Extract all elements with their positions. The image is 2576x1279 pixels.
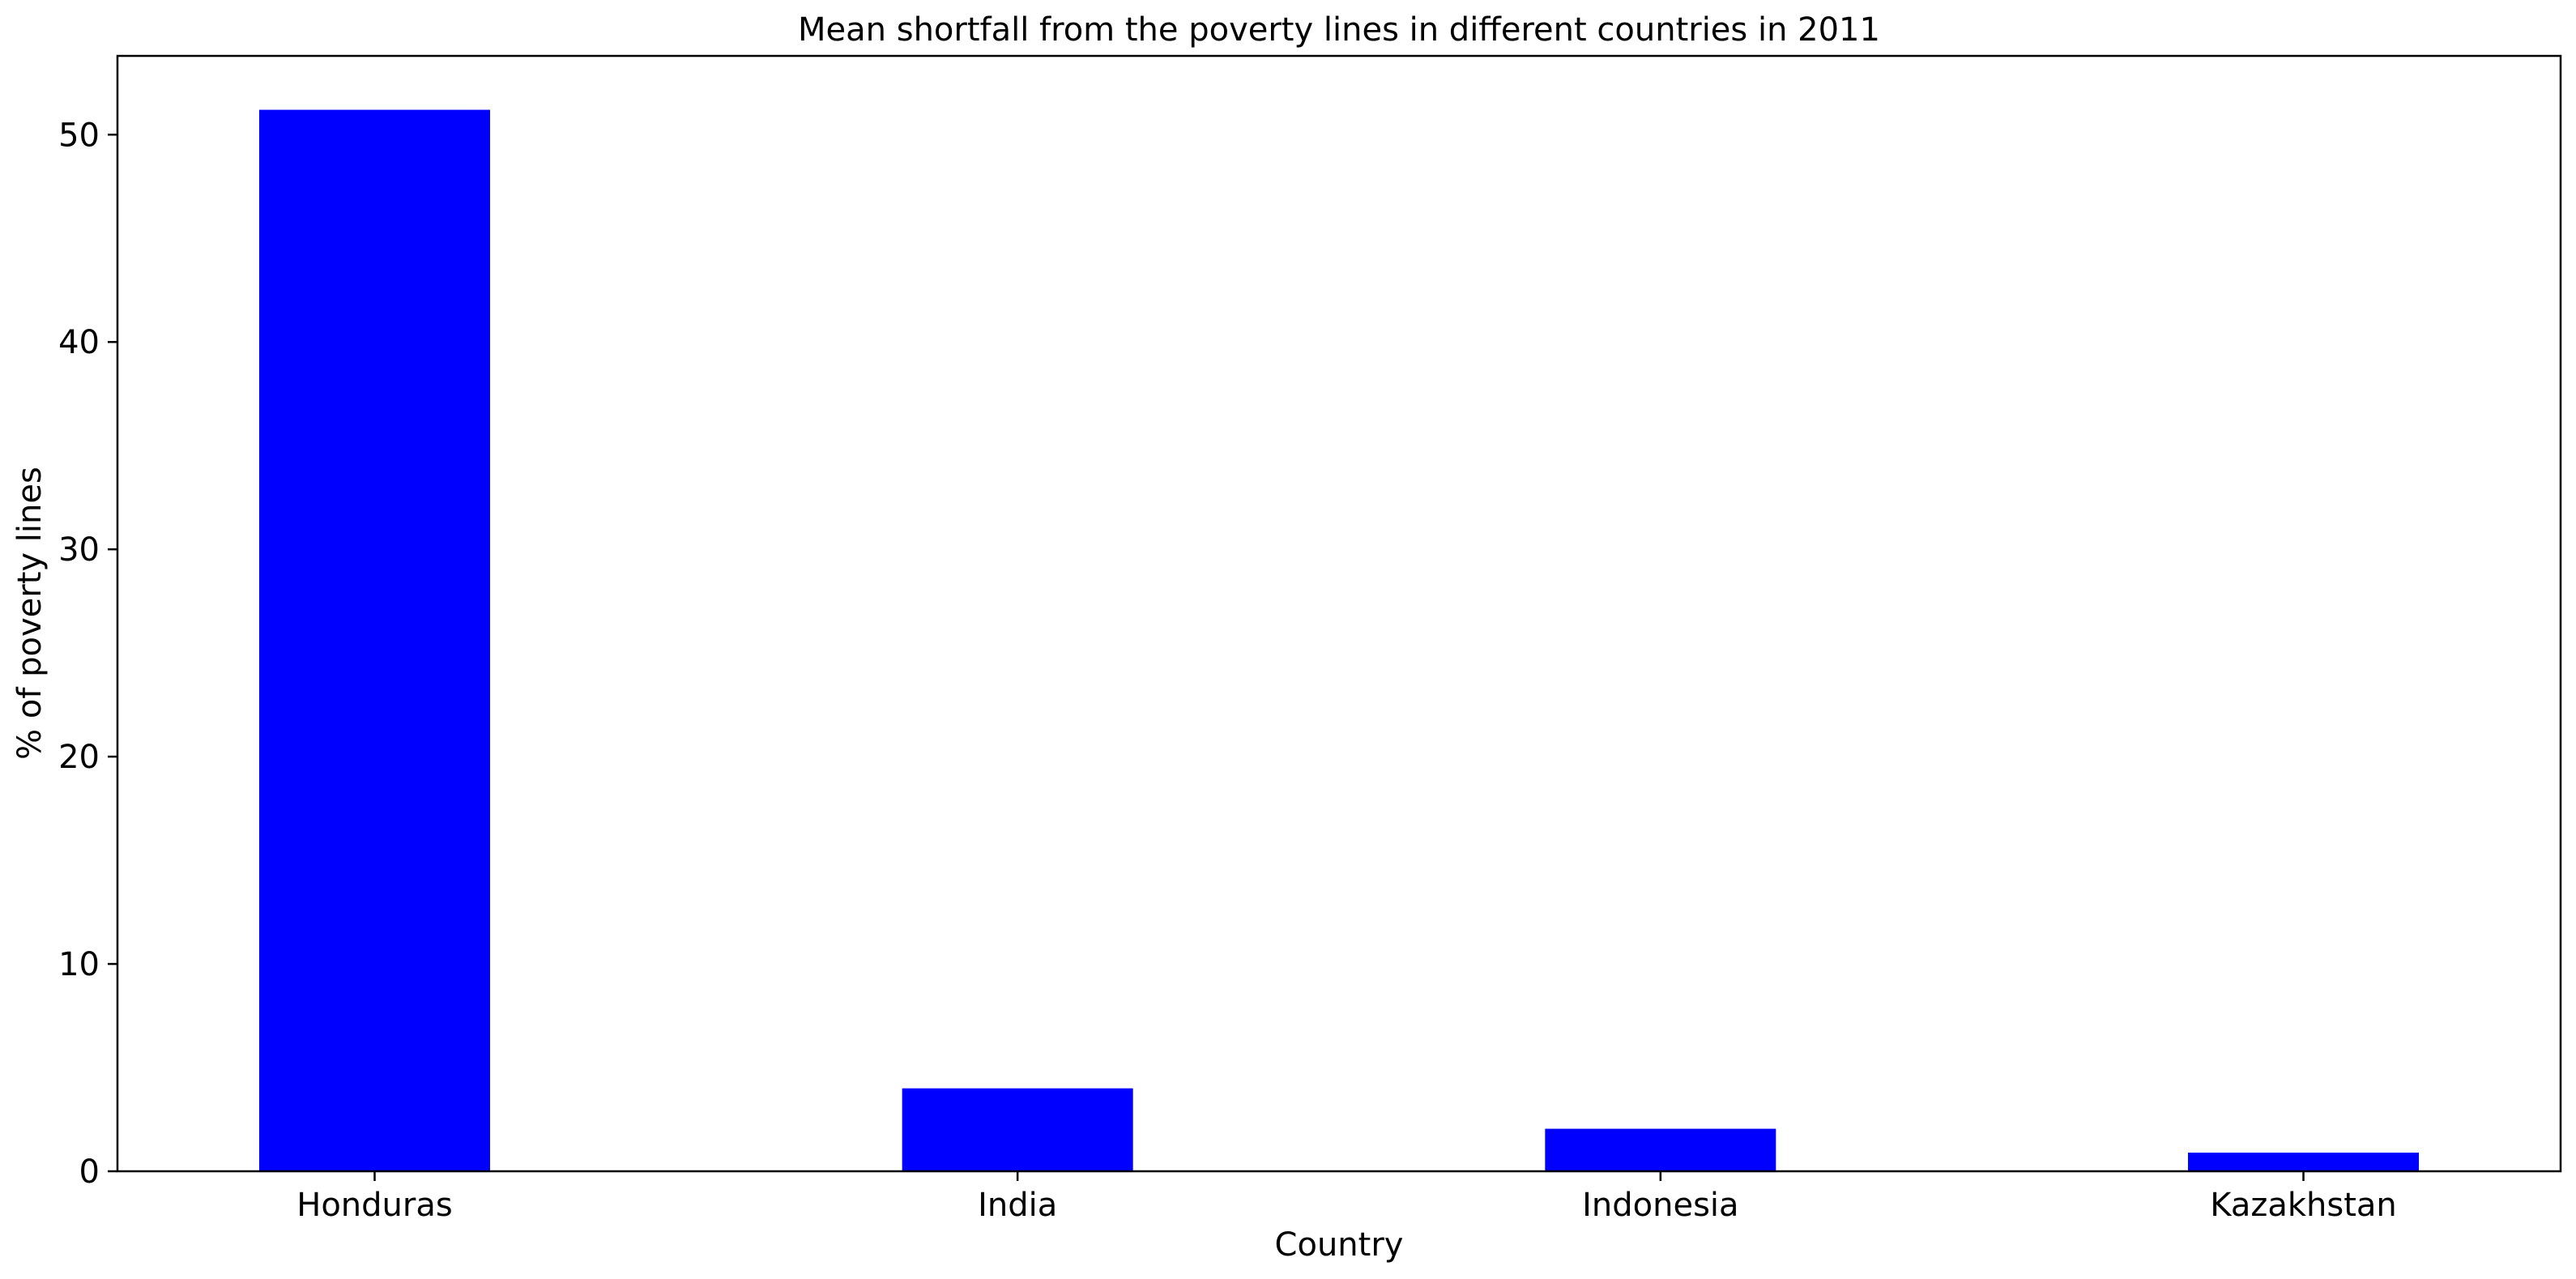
x-axis-ticks: Honduras India Indonesia Kazakhstan: [296, 1171, 2397, 1224]
bar-kazakhstan: [2188, 1152, 2420, 1171]
x-tick-label: Indonesia: [1582, 1187, 1738, 1224]
x-tick-label: Kazakhstan: [2210, 1187, 2396, 1224]
chart-title: Mean shortfall from the poverty lines in…: [798, 11, 1880, 49]
y-tick-label: 0: [79, 1153, 100, 1191]
y-axis-ticks: 0 10 20 30 40 50: [58, 117, 117, 1191]
y-tick-label: 30: [58, 531, 100, 569]
x-tick-label: Honduras: [296, 1187, 452, 1224]
bar-indonesia: [1545, 1128, 1776, 1171]
bar-india: [902, 1088, 1133, 1171]
y-tick-label: 50: [58, 117, 100, 154]
bars: [258, 109, 2420, 1171]
x-tick-label: India: [978, 1187, 1057, 1224]
y-tick-label: 40: [58, 324, 100, 361]
plot-frame: [116, 54, 2562, 1173]
x-axis-label: Country: [1275, 1226, 1404, 1264]
bar-honduras: [258, 109, 490, 1171]
y-tick-label: 10: [58, 946, 100, 983]
y-axis-label: % of poverty lines: [11, 467, 49, 760]
y-tick-label: 20: [58, 739, 100, 776]
